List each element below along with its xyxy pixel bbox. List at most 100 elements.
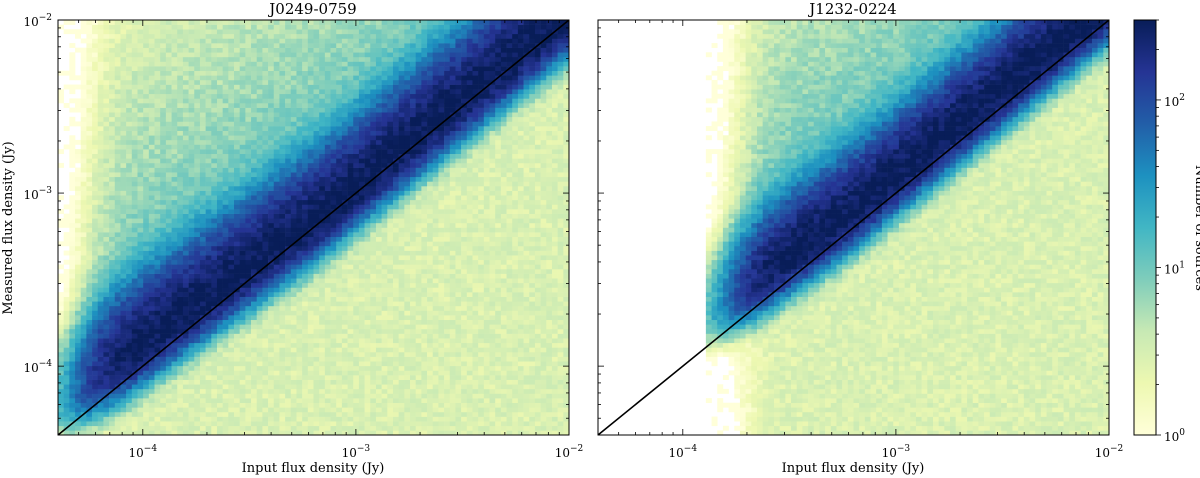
left-heatmap-cell <box>58 416 64 422</box>
left-heatmap-cell <box>239 338 246 344</box>
left-heatmap-cell <box>239 379 246 385</box>
left-heatmap-cell <box>251 250 258 256</box>
left-heatmap-cell <box>171 264 178 270</box>
left-heatmap-cell <box>160 352 167 357</box>
left-heatmap-cell <box>256 186 263 191</box>
left-heatmap-cell <box>324 324 331 330</box>
left-heatmap-cell <box>58 264 64 270</box>
left-heatmap-cell <box>114 315 121 321</box>
left-heatmap-cell <box>69 416 76 422</box>
left-heatmap-cell <box>86 222 93 228</box>
left-heatmap-cell <box>80 158 87 164</box>
left-heatmap-cell <box>182 186 189 191</box>
left-heatmap-cell <box>262 333 269 339</box>
left-heatmap-cell <box>63 379 70 385</box>
left-heatmap-cell <box>154 324 161 330</box>
left-heatmap-cell <box>92 153 99 159</box>
left-heatmap-cell <box>165 112 172 118</box>
left-heatmap-cell <box>69 352 76 357</box>
left-heatmap-cell <box>109 52 116 58</box>
left-heatmap-cell <box>239 398 246 404</box>
left-heatmap-cell <box>353 116 360 122</box>
left-heatmap-cell <box>268 402 275 408</box>
left-heatmap-cell <box>358 98 365 104</box>
left-heatmap-cell <box>160 209 167 214</box>
left-heatmap-cell <box>75 213 82 219</box>
left-heatmap-cell <box>92 232 99 238</box>
left-heatmap-cell <box>120 66 127 72</box>
left-heatmap-cell <box>92 162 99 168</box>
left-heatmap-cell <box>285 393 292 399</box>
left-heatmap-cell <box>211 20 218 25</box>
left-heatmap-cell <box>358 162 365 168</box>
left-heatmap-cell <box>75 209 82 214</box>
left-heatmap-cell <box>143 121 150 127</box>
left-heatmap-cell <box>222 416 229 422</box>
left-heatmap-cell <box>194 66 201 72</box>
left-heatmap-cell <box>290 236 297 242</box>
left-heatmap-cell <box>154 301 161 307</box>
left-heatmap-cell <box>228 66 235 72</box>
left-heatmap-cell <box>268 347 275 353</box>
left-heatmap-cell <box>251 107 258 113</box>
left-heatmap-cell <box>199 52 206 58</box>
left-heatmap-cell <box>251 195 258 201</box>
left-heatmap-cell <box>137 84 144 90</box>
left-heatmap-cell <box>358 167 365 173</box>
left-heatmap-cell <box>211 384 218 390</box>
left-heatmap-cell <box>222 158 229 164</box>
left-heatmap-cell <box>268 421 275 427</box>
left-heatmap-cell <box>194 278 201 284</box>
left-heatmap-cell <box>336 172 343 178</box>
left-heatmap-cell <box>205 245 212 251</box>
left-heatmap-cell <box>177 361 184 367</box>
left-heatmap-cell <box>171 333 178 339</box>
left-heatmap-cell <box>131 245 138 251</box>
left-heatmap-cell <box>370 186 377 191</box>
left-heatmap-cell <box>216 269 223 274</box>
left-heatmap-cell <box>262 421 269 427</box>
left-heatmap-cell <box>165 352 172 357</box>
left-heatmap-cell <box>194 107 201 113</box>
left-heatmap-cell <box>97 84 104 90</box>
left-heatmap-cell <box>347 245 354 251</box>
left-heatmap-cell <box>285 176 292 182</box>
left-heatmap-cell <box>279 301 286 307</box>
left-heatmap-cell <box>137 126 144 131</box>
left-heatmap-cell <box>148 84 155 90</box>
left-heatmap-cell <box>290 296 297 302</box>
left-heatmap-cell <box>279 47 286 53</box>
left-heatmap-cell <box>290 107 297 113</box>
left-heatmap-cell <box>165 292 172 297</box>
left-heatmap-cell <box>296 107 303 113</box>
left-heatmap-cell <box>330 199 337 205</box>
left-heatmap-cell <box>279 259 286 265</box>
left-heatmap-cell <box>370 342 377 348</box>
left-heatmap-cell <box>199 278 206 284</box>
left-heatmap-cell <box>103 186 110 191</box>
left-heatmap-cell <box>58 407 64 413</box>
left-heatmap-cell <box>131 218 138 224</box>
left-heatmap-cell <box>160 47 167 53</box>
left-heatmap-cell <box>341 84 348 90</box>
left-heatmap-cell <box>58 352 64 357</box>
left-heatmap-cell <box>216 264 223 270</box>
left-heatmap-cell <box>86 38 93 44</box>
left-heatmap-cell <box>211 121 218 127</box>
left-heatmap-cell <box>307 319 314 325</box>
left-heatmap-cell <box>347 149 354 155</box>
left-heatmap-cell <box>245 153 252 159</box>
left-heatmap-cell <box>296 199 303 205</box>
left-heatmap-cell <box>182 43 189 48</box>
left-heatmap-cell <box>336 75 343 81</box>
left-heatmap-cell <box>171 98 178 104</box>
left-heatmap-cell <box>336 430 343 435</box>
left-heatmap-cell <box>341 190 348 196</box>
left-heatmap-cell <box>347 181 354 187</box>
left-heatmap-cell <box>222 315 229 321</box>
left-heatmap-cell <box>165 89 172 95</box>
left-heatmap-cell <box>262 153 269 159</box>
left-heatmap-cell <box>160 333 167 339</box>
left-heatmap-cell <box>268 84 275 90</box>
left-heatmap-cell <box>307 172 314 178</box>
